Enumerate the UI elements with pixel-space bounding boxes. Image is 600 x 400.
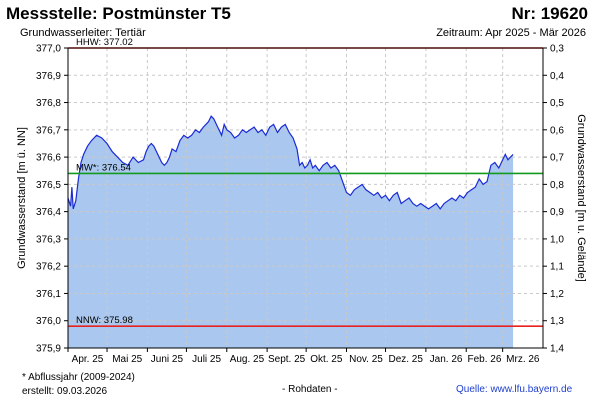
- x-tick-label: Nov. 25: [349, 354, 383, 365]
- series-line: [67, 115, 514, 210]
- source-link[interactable]: Quelle: www.lfu.bayern.de: [456, 384, 573, 395]
- y-tick-label: 377,0: [36, 44, 61, 55]
- y-tick-label: 376,5: [36, 180, 61, 191]
- reference-label: MW*: 376.54: [76, 162, 131, 173]
- y-tick-label: 376,2: [36, 262, 61, 273]
- y-tick-label: 376,4: [36, 207, 61, 218]
- y-tick-label: 376,3: [36, 234, 61, 245]
- y-tick-label: 376,8: [36, 98, 61, 109]
- footnote: * Abflussjahr (2009-2024): [22, 372, 135, 383]
- x-tick-label: Dez. 25: [388, 354, 423, 365]
- y2-tick-label: 1,3: [550, 316, 564, 327]
- x-tick-label: Juni 25: [151, 354, 184, 365]
- y2-tick-label: 0,8: [550, 180, 564, 191]
- y2-tick-label: 1,4: [550, 344, 564, 355]
- x-tick-label: Apr. 25: [72, 354, 104, 365]
- reference-label: NNW: 375.98: [76, 315, 133, 326]
- y-tick-label: 376,7: [36, 125, 61, 136]
- station-number: Nr: 19620: [511, 4, 588, 23]
- y-axis-title: Grundwasserstand [m ü. NN]: [16, 127, 28, 269]
- y-tick-label: 376,1: [36, 289, 61, 300]
- x-tick-label: Jan. 26: [430, 354, 463, 365]
- chart-title: Messstelle: Postmünster T5: [6, 4, 231, 23]
- y2-tick-label: 1,1: [550, 262, 564, 273]
- y2-tick-label: 0,3: [550, 44, 564, 55]
- x-tick-label: Mrz. 26: [506, 354, 540, 365]
- plot-frame: [67, 47, 544, 349]
- reference-label: HHW: 377.02: [76, 37, 133, 48]
- x-tick-label: Juli 25: [192, 354, 221, 365]
- y2-tick-label: 0,4: [550, 71, 564, 82]
- y2-axis-title: Grundwasserstand [m u. Gelände]: [575, 114, 587, 282]
- x-tick-label: Feb. 26: [467, 354, 501, 365]
- y-tick-label: 376,0: [36, 316, 61, 327]
- y2-tick-label: 1,0: [550, 234, 564, 245]
- raw-data-note: - Rohdaten -: [282, 384, 338, 395]
- y-tick-label: 376,6: [36, 153, 61, 164]
- y-tick-label: 376,9: [36, 71, 61, 82]
- aquifer-label: Grundwasserleiter: Tertiär: [20, 27, 146, 39]
- y2-tick-label: 0,5: [550, 98, 564, 109]
- y-tick-label: 375,9: [36, 344, 61, 355]
- x-tick-label: Aug. 25: [230, 354, 265, 365]
- created-date: erstellt: 09.03.2026: [22, 386, 108, 397]
- y2-tick-label: 0,9: [550, 207, 564, 218]
- x-tick-label: Sept. 25: [268, 354, 306, 365]
- period-label: Zeitraum: Apr 2025 - Mär 2026: [436, 27, 586, 39]
- x-tick-label: Okt. 25: [310, 354, 343, 365]
- y2-tick-label: 1,2: [550, 289, 564, 300]
- x-tick-label: Mai 25: [112, 354, 142, 365]
- y2-tick-label: 0,7: [550, 153, 564, 164]
- y2-tick-label: 0,6: [550, 125, 564, 136]
